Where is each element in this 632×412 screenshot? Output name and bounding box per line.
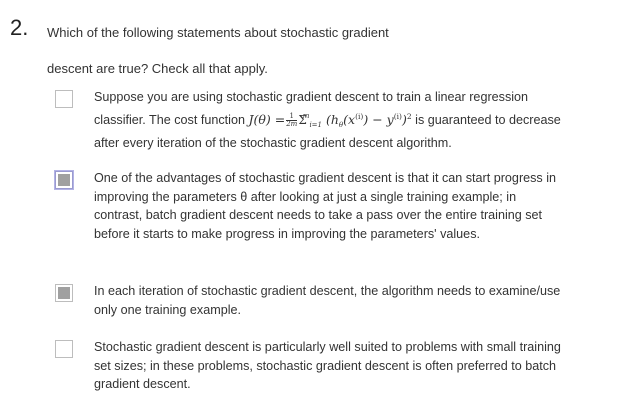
option-2-text: One of the advantages of stochastic grad… — [94, 171, 557, 241]
option-4-checkbox[interactable] — [55, 340, 73, 358]
option-1-text: Suppose you are using stochastic gradien… — [94, 88, 564, 153]
option-1-checkbox[interactable] — [55, 90, 73, 108]
option-4-text: Stochastic gradient descent is particula… — [94, 340, 561, 391]
option-1-text-before: Suppose you are using stochastic gradien… — [94, 90, 529, 127]
option-3-checkbox[interactable] — [55, 284, 73, 302]
cost-function-formula: J(θ) = 1 2m Σmi=1 (hθ(x(i)) − y(i))2 — [248, 111, 412, 129]
option-1-text-after: is guaranteed to decrease after every it… — [94, 112, 561, 151]
option-3-text: In each iteration of stochastic gradient… — [94, 284, 561, 317]
question-number: 2. — [10, 15, 29, 40]
question-text: Which of the following statements about … — [47, 25, 389, 76]
option-2-checkbox[interactable] — [55, 171, 73, 189]
